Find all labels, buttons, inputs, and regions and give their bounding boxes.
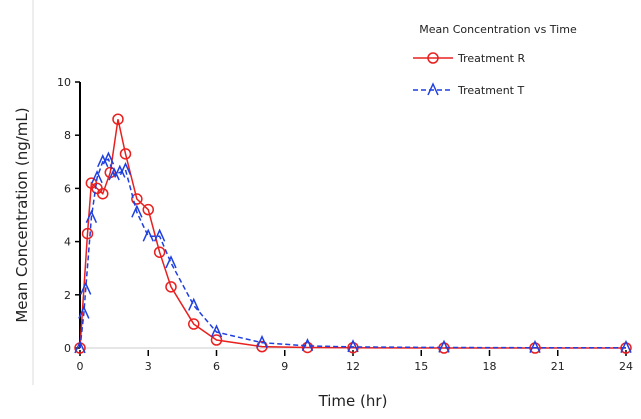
- x-tick-label: 24: [619, 360, 633, 373]
- x-tick-label: 6: [213, 360, 220, 373]
- x-tick-label: 15: [414, 360, 428, 373]
- marker: [74, 340, 86, 354]
- y-tick-label: 2: [64, 289, 71, 302]
- marker: [153, 228, 166, 242]
- marker: [119, 148, 132, 160]
- series-line: [79, 119, 626, 349]
- marker: [301, 341, 314, 354]
- marker: [165, 255, 177, 269]
- legend-marker: [427, 82, 439, 96]
- marker: [97, 153, 109, 168]
- x-tick-label: 0: [77, 360, 84, 373]
- legend-label: Treatment R: [457, 52, 525, 65]
- marker: [142, 203, 154, 216]
- marker: [529, 339, 541, 354]
- marker: [119, 161, 132, 176]
- marker: [301, 338, 314, 352]
- x-axis-label: Time (hr): [318, 392, 388, 410]
- marker: [620, 339, 632, 354]
- marker: [81, 227, 94, 240]
- marker: [80, 281, 92, 295]
- y-tick-label: 8: [64, 129, 71, 142]
- marker: [131, 204, 143, 218]
- marker: [131, 193, 143, 205]
- x-tick-label: 9: [281, 360, 288, 373]
- x-tick-label: 12: [346, 360, 360, 373]
- marker: [153, 246, 166, 258]
- marker: [91, 169, 103, 184]
- marker: [102, 151, 115, 165]
- legend-label: Treatment T: [457, 84, 524, 97]
- x-tick-label: 21: [551, 360, 565, 373]
- marker: [188, 318, 200, 330]
- marker: [85, 209, 98, 223]
- marker: [112, 113, 124, 125]
- y-tick-label: 4: [64, 236, 71, 249]
- marker: [256, 334, 268, 348]
- marker: [97, 187, 109, 200]
- marker: [142, 228, 154, 242]
- x-tick-label: 18: [483, 360, 497, 373]
- marker: [114, 164, 126, 178]
- y-tick-label: 10: [57, 76, 71, 89]
- marker: [188, 297, 200, 311]
- y-axis-label: Mean Concentration (ng/mL): [13, 107, 31, 322]
- marker: [108, 167, 120, 181]
- series-line: [79, 158, 626, 349]
- y-tick-label: 6: [64, 182, 71, 195]
- y-tick-label: 0: [64, 342, 71, 355]
- marker: [210, 324, 223, 338]
- marker: [210, 334, 223, 346]
- marker: [347, 339, 359, 353]
- legend-title: Mean Concentration vs Time: [419, 23, 577, 36]
- marker: [438, 339, 450, 353]
- legend-marker: [427, 52, 439, 64]
- marker: [165, 281, 177, 293]
- marker: [78, 305, 90, 319]
- x-tick-label: 3: [145, 360, 152, 373]
